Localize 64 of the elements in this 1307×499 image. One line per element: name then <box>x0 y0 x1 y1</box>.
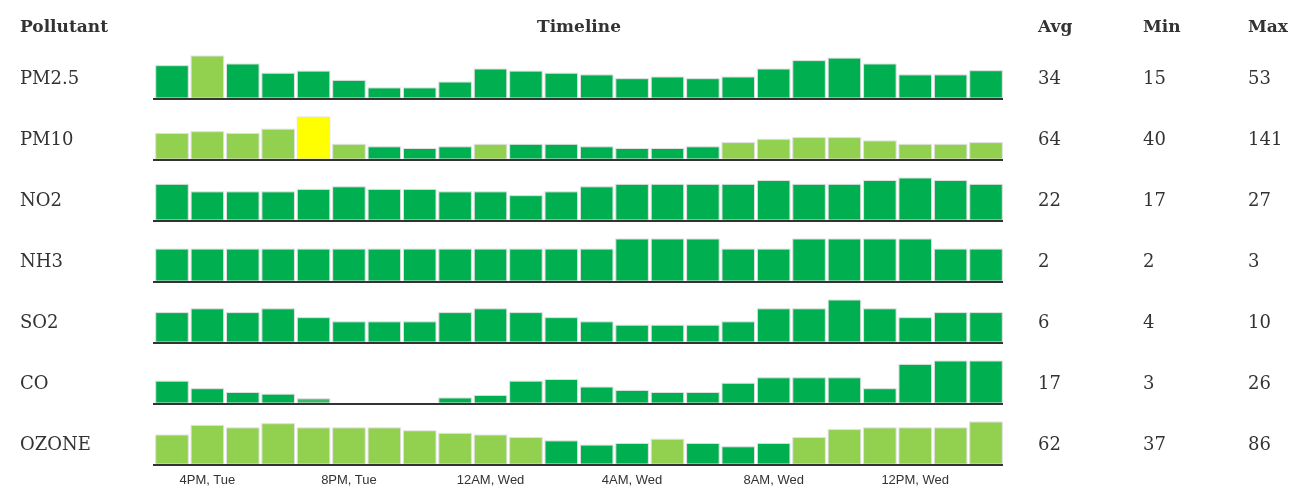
x-tick-label: 4PM, Tue <box>179 472 236 487</box>
x-tick-label: 12AM, Wed <box>456 472 525 487</box>
bar <box>296 317 331 343</box>
bar <box>473 191 508 221</box>
text: 53 <box>1248 67 1271 88</box>
text: 22 <box>1038 189 1061 210</box>
x-tick-label: 12PM, Wed <box>881 472 950 487</box>
bar <box>827 57 862 99</box>
text: Pollutant <box>20 16 109 36</box>
text: Max <box>1248 16 1289 36</box>
bar <box>473 68 508 99</box>
text: 37 <box>1143 433 1166 454</box>
text: 3 <box>1143 372 1155 393</box>
bar <box>827 377 862 404</box>
bar <box>473 143 508 160</box>
text: 40 <box>1143 128 1166 149</box>
bar <box>650 392 685 404</box>
text: 3 <box>1248 250 1260 271</box>
text: OZONE <box>20 433 91 454</box>
text: Min <box>1143 16 1181 36</box>
text: CO <box>20 372 49 393</box>
text: 10 <box>1248 311 1271 332</box>
bar <box>296 427 331 465</box>
text: SO2 <box>20 311 59 332</box>
text: 6 <box>1038 311 1050 332</box>
text: 17 <box>1038 372 1061 393</box>
text: 34 <box>1038 67 1061 88</box>
bar <box>296 398 331 404</box>
text: 4 <box>1143 311 1155 332</box>
text: 15 <box>1143 67 1166 88</box>
bar <box>827 429 862 465</box>
bar <box>827 183 862 221</box>
bar <box>650 76 685 99</box>
text: 64 <box>1038 128 1061 149</box>
bar <box>438 397 472 404</box>
bar <box>650 183 685 221</box>
text: 141 <box>1248 128 1283 149</box>
text: NH3 <box>20 250 63 271</box>
text: 86 <box>1248 433 1271 454</box>
bar <box>296 116 331 160</box>
text: 2 <box>1143 250 1155 271</box>
text: NO2 <box>20 189 62 210</box>
bar <box>296 188 331 221</box>
bar <box>650 324 685 343</box>
text: PM10 <box>20 128 74 149</box>
text: 17 <box>1143 189 1166 210</box>
text: Timeline <box>536 16 622 36</box>
bar <box>473 308 508 343</box>
x-tick-label: 8PM, Tue <box>321 472 377 487</box>
text: 27 <box>1248 189 1271 210</box>
bar <box>650 438 685 465</box>
bar <box>473 434 508 465</box>
bar <box>827 137 862 160</box>
bar <box>473 394 508 404</box>
x-tick-label: 4AM, Wed <box>601 472 663 487</box>
bar <box>296 70 331 99</box>
bar <box>650 148 685 160</box>
x-tick-label: 8AM, Wed <box>743 472 804 487</box>
text: 62 <box>1038 433 1061 454</box>
text: Avg <box>1037 16 1073 36</box>
text: 2 <box>1038 250 1050 271</box>
text: 26 <box>1248 372 1271 393</box>
bar <box>827 299 862 343</box>
text: PM2.5 <box>20 67 80 88</box>
